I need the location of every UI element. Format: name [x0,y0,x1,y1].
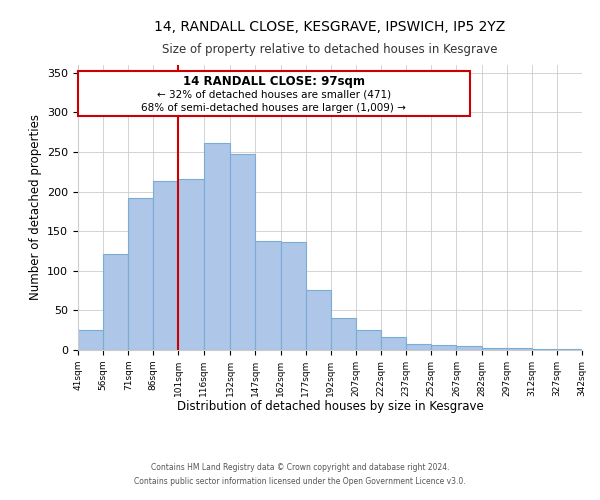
Text: 14 RANDALL CLOSE: 97sqm: 14 RANDALL CLOSE: 97sqm [183,75,365,88]
Bar [154,180,178,350]
Bar [406,344,431,350]
Bar [128,198,154,350]
Bar [431,346,457,350]
Bar [306,290,331,350]
Bar [103,254,128,350]
Bar [381,338,406,350]
Bar [457,346,482,350]
Text: ← 32% of detached houses are smaller (471): ← 32% of detached houses are smaller (47… [157,90,391,100]
Bar [78,330,103,350]
Bar [230,154,256,350]
Text: Contains HM Land Registry data © Crown copyright and database right 2024.: Contains HM Land Registry data © Crown c… [151,464,449,472]
Bar [256,241,281,350]
Text: 14, RANDALL CLOSE, KESGRAVE, IPSWICH, IP5 2YZ: 14, RANDALL CLOSE, KESGRAVE, IPSWICH, IP… [154,20,506,34]
Bar [356,330,381,350]
Bar [532,349,557,350]
Bar [203,142,230,350]
Bar [178,179,203,350]
Y-axis label: Number of detached properties: Number of detached properties [29,114,41,300]
Bar [281,242,306,350]
FancyBboxPatch shape [78,72,470,117]
X-axis label: Distribution of detached houses by size in Kesgrave: Distribution of detached houses by size … [176,400,484,413]
Bar [557,349,582,350]
Bar [331,318,356,350]
Bar [482,348,506,350]
Text: Size of property relative to detached houses in Kesgrave: Size of property relative to detached ho… [162,42,498,56]
Text: Contains public sector information licensed under the Open Government Licence v3: Contains public sector information licen… [134,477,466,486]
Text: 68% of semi-detached houses are larger (1,009) →: 68% of semi-detached houses are larger (… [142,104,406,114]
Bar [506,348,532,350]
